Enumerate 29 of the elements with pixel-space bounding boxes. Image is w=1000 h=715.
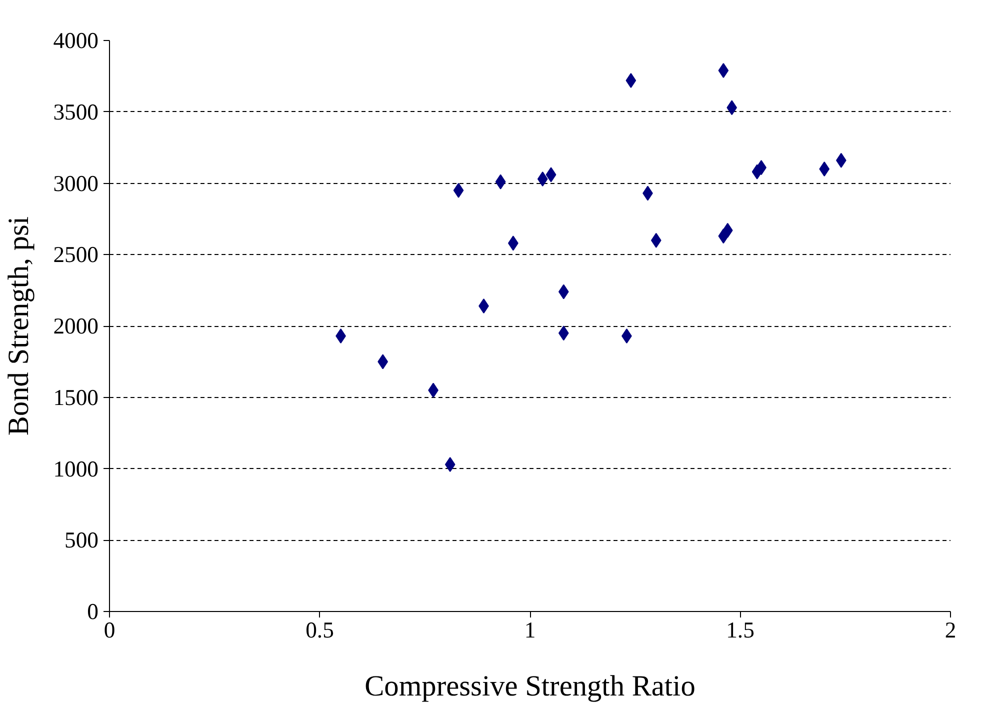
- point: [626, 72, 636, 88]
- y-tick-label: 1500: [53, 384, 98, 410]
- point: [453, 182, 464, 198]
- x-axis-title: Compressive Strength Ratio: [364, 670, 696, 702]
- y-tick-label: 0: [87, 599, 98, 624]
- y-tick-label: 4000: [53, 28, 98, 53]
- point: [537, 171, 548, 186]
- y-tick-label: 1000: [53, 456, 98, 482]
- y-tick-label: 2500: [53, 242, 98, 268]
- point: [718, 62, 729, 78]
- point: [558, 326, 569, 341]
- point: [546, 167, 556, 182]
- y-axis-title: Bond Strength, psi: [3, 216, 36, 436]
- point: [726, 100, 738, 116]
- point: [819, 161, 830, 176]
- point: [650, 232, 662, 248]
- x-tick-label: 0.5: [306, 618, 334, 642]
- x-tick-label: 1: [524, 618, 536, 642]
- x-tick-label: 2: [944, 618, 956, 642]
- point: [558, 284, 569, 300]
- y-tick-label: 2000: [53, 314, 98, 338]
- point: [444, 456, 456, 472]
- point: [495, 174, 506, 190]
- y-tick-label: 500: [64, 528, 98, 553]
- y-tick-label: 3000: [53, 170, 98, 196]
- point: [722, 222, 733, 238]
- x-tick-label: 0: [104, 618, 116, 642]
- y-tick-label: 3500: [53, 99, 98, 124]
- x-tick-label: 1.5: [726, 618, 754, 642]
